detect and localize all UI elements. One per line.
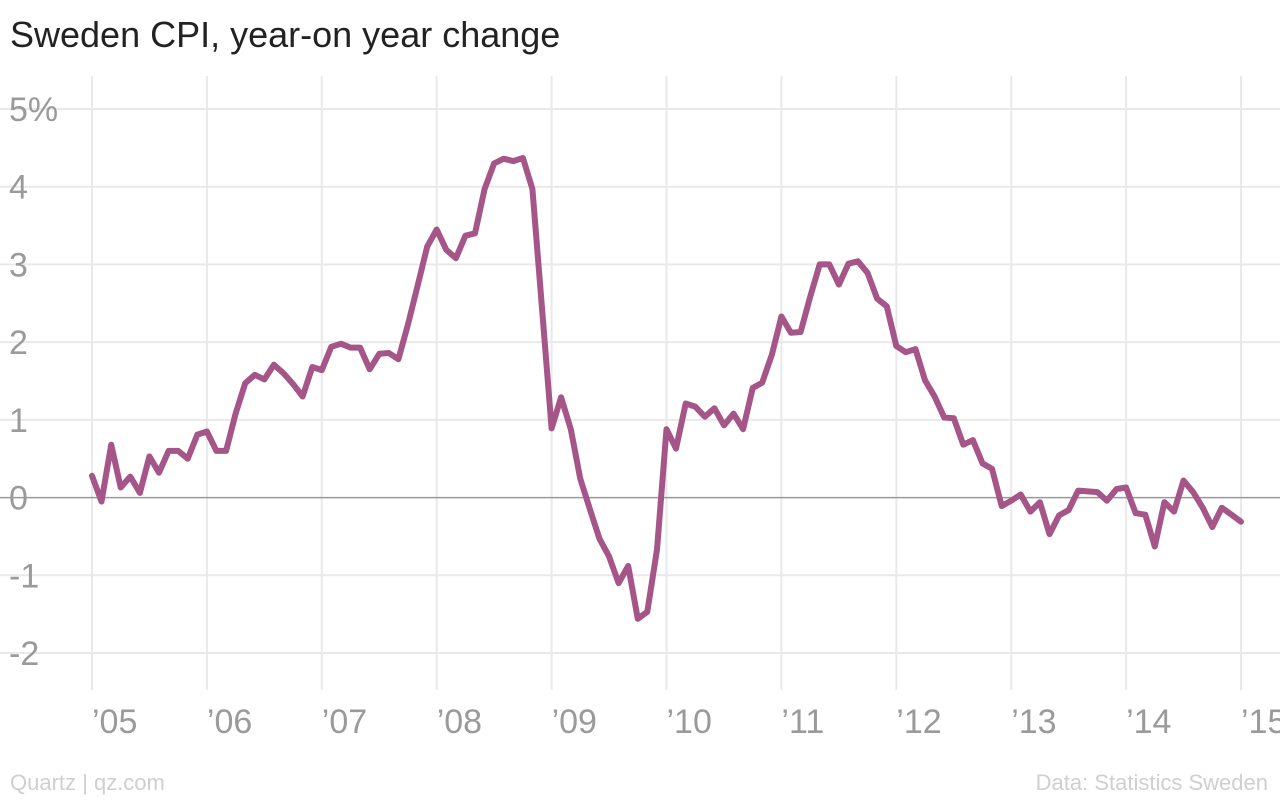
x-tick-label: ’10 (667, 703, 712, 741)
x-axis-ticks: ’05 ’06 ’07 ’08 ’09 ’10 ’11 ’12 ’13 ’14 ’15 (92, 703, 1280, 741)
y-tick-label: 2 (9, 324, 28, 362)
grid (0, 76, 1280, 690)
x-tick-label: ’12 (896, 703, 941, 741)
x-tick-label: ’06 (207, 703, 252, 741)
x-tick-label: ’07 (322, 703, 367, 741)
y-tick-label: 1 (9, 402, 28, 440)
x-tick-label: ’14 (1126, 703, 1171, 741)
y-tick-label: -1 (9, 557, 39, 595)
x-tick-label: ’15 (1241, 703, 1280, 741)
x-tick-label: ’08 (437, 703, 482, 741)
chart-title: Sweden CPI, year-on year change (10, 14, 561, 55)
x-tick-label: ’09 (552, 703, 597, 741)
y-tick-label: 4 (9, 169, 28, 207)
y-tick-label: 5% (9, 91, 58, 129)
y-axis-ticks: 5% 4 3 2 1 0 -1 -2 (9, 91, 58, 673)
source-credit: Quartz | qz.com (10, 770, 165, 795)
y-tick-label: 0 (9, 480, 28, 518)
series-layer (89, 155, 1244, 622)
x-tick-label: ’13 (1011, 703, 1056, 741)
y-tick-label: 3 (9, 246, 28, 284)
series-line (89, 155, 1244, 622)
data-source: Data: Statistics Sweden (1035, 770, 1268, 795)
x-tick-label: ’05 (92, 703, 137, 741)
y-tick-label: -2 (9, 635, 39, 673)
x-tick-label: ’11 (781, 703, 824, 741)
